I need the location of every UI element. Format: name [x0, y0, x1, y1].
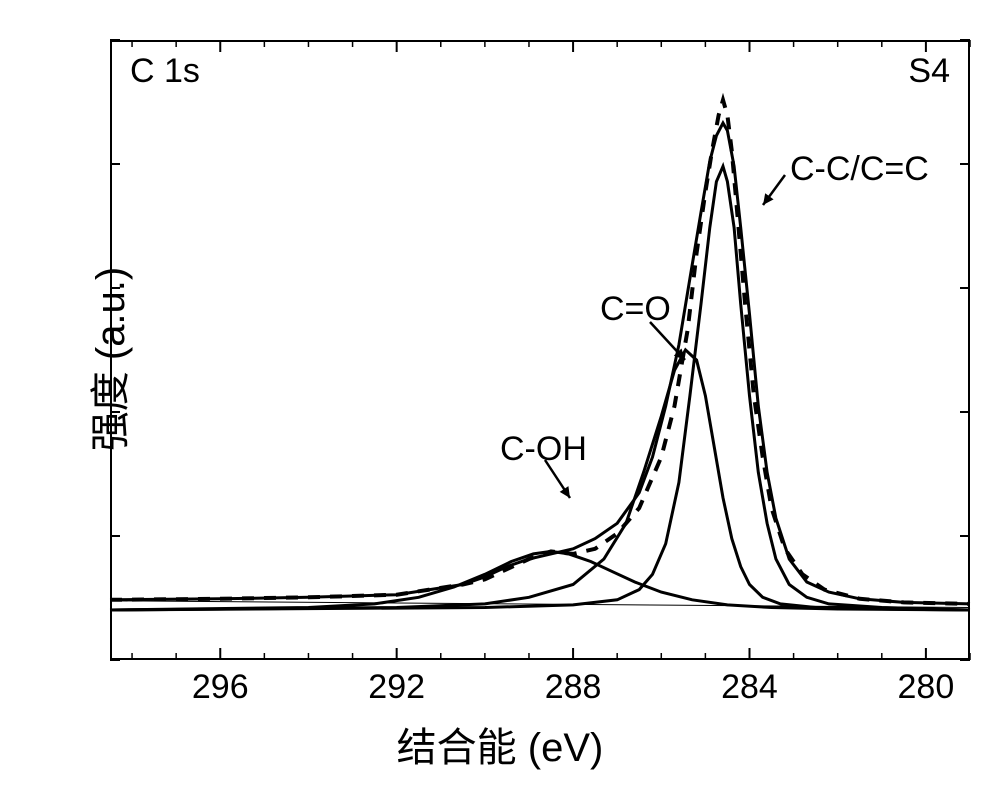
x-tick-label: 296 — [192, 668, 249, 707]
annotation-c-o: C=O — [600, 290, 671, 329]
y-axis-label: 强度 (a.u.) — [78, 267, 136, 451]
x-axis-label: 结合能 (eV) — [0, 715, 1000, 773]
title-left: C 1s — [130, 52, 200, 91]
annotation-c-oh: C-OH — [500, 430, 587, 469]
chart-svg — [0, 0, 1000, 798]
x-tick-label: 288 — [545, 668, 602, 707]
annotation-c-c: C-C/C=C — [790, 150, 929, 189]
x-tick-label: 292 — [368, 668, 425, 707]
title-right: S4 — [908, 52, 950, 91]
x-tick-label: 280 — [898, 668, 955, 707]
chart-container: 强度 (a.u.) 结合能 (eV) C 1s S4 C-OH C=O C-C/… — [0, 0, 1000, 798]
x-tick-label: 284 — [721, 668, 778, 707]
